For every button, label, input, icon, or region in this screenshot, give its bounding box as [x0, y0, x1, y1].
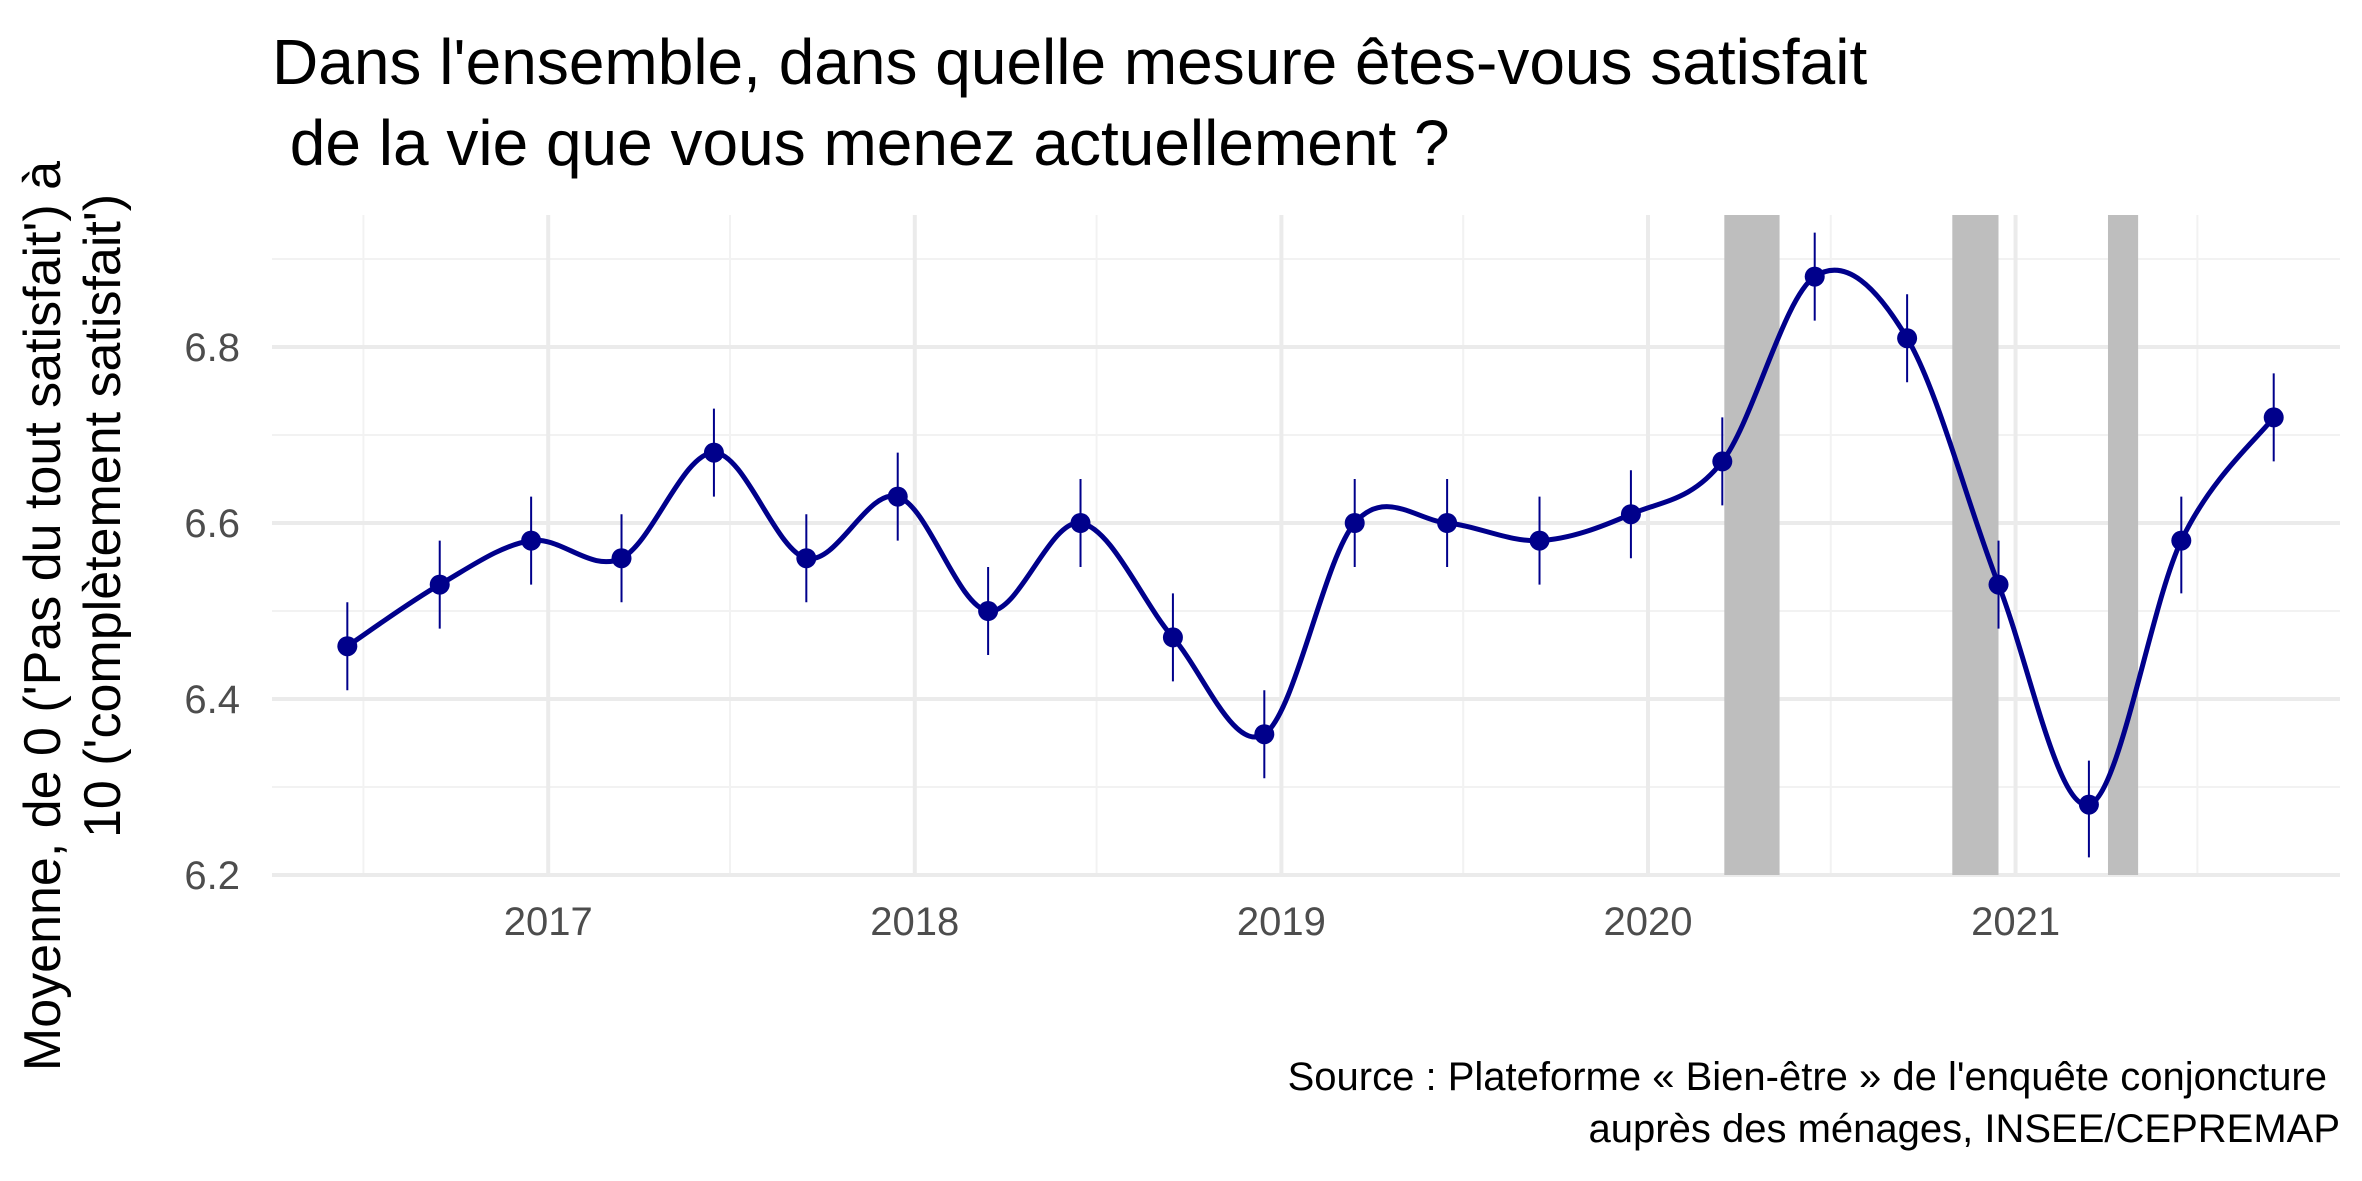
y-tick-labels: 6.2 6.4 6.6 6.8: [184, 326, 240, 898]
data-point: [611, 548, 632, 569]
data-point: [796, 548, 817, 569]
data-point: [703, 442, 724, 463]
data-point: [1620, 504, 1641, 525]
data-point: [1344, 513, 1365, 533]
x-tick-labels: 2017 2018 2019 2020 2021: [504, 900, 2060, 944]
data-point: [978, 601, 999, 621]
major-gridlines: [272, 215, 2340, 877]
data-point: [1162, 627, 1183, 648]
x-tick-label: 2017: [504, 900, 593, 944]
x-tick-label: 2019: [1237, 900, 1326, 944]
y-axis-label-line-1: Moyenne, de 0 ('Pas du tout satisfait') …: [14, 161, 72, 1071]
data-point: [2171, 530, 2192, 551]
chart-title: Dans l'ensemble, dans quelle mesure êtes…: [272, 26, 1867, 179]
data-point: [1529, 530, 1550, 551]
data-point: [429, 574, 450, 595]
y-tick-label: 6.4: [184, 678, 240, 722]
x-tick-label: 2021: [1971, 900, 2060, 944]
y-axis-label-line-2: 10 ('complètement satisfait'): [74, 194, 132, 838]
y-tick-label: 6.2: [184, 854, 240, 898]
data-point: [2078, 794, 2099, 815]
y-axis-label: Moyenne, de 0 ('Pas du tout satisfait') …: [14, 161, 132, 1071]
data-point: [1070, 513, 1091, 533]
y-tick-label: 6.6: [184, 502, 240, 546]
shaded-period: [1724, 215, 1780, 875]
shaded-period: [2107, 215, 2139, 875]
shaded-periods: [1724, 215, 2139, 875]
data-point: [521, 530, 542, 551]
chart-title-line-1: Dans l'ensemble, dans quelle mesure êtes…: [272, 26, 1867, 98]
data-point: [1897, 328, 1918, 349]
minor-gridlines: [272, 215, 2340, 875]
caption-line-1: Source : Plateforme « Bien-être » de l'e…: [1288, 1055, 2327, 1099]
data-point: [1254, 724, 1275, 745]
y-tick-label: 6.8: [184, 326, 240, 370]
data-point: [337, 636, 358, 657]
data-point: [1712, 451, 1733, 472]
caption: Source : Plateforme « Bien-être » de l'e…: [1288, 1055, 2340, 1151]
data-point: [887, 486, 908, 507]
chart-title-line-2: de la vie que vous menez actuellement ?: [272, 107, 1450, 179]
caption-line-2: auprès des ménages, INSEE/CEPREMAP: [1589, 1107, 2340, 1151]
shaded-period: [1952, 215, 1999, 875]
x-tick-label: 2018: [870, 900, 959, 944]
x-tick-label: 2020: [1603, 900, 1692, 944]
data-point: [1988, 574, 2009, 595]
data-points: [337, 266, 2284, 815]
data-point: [1437, 513, 1458, 533]
data-point: [1804, 266, 1825, 287]
data-point: [2263, 407, 2284, 428]
